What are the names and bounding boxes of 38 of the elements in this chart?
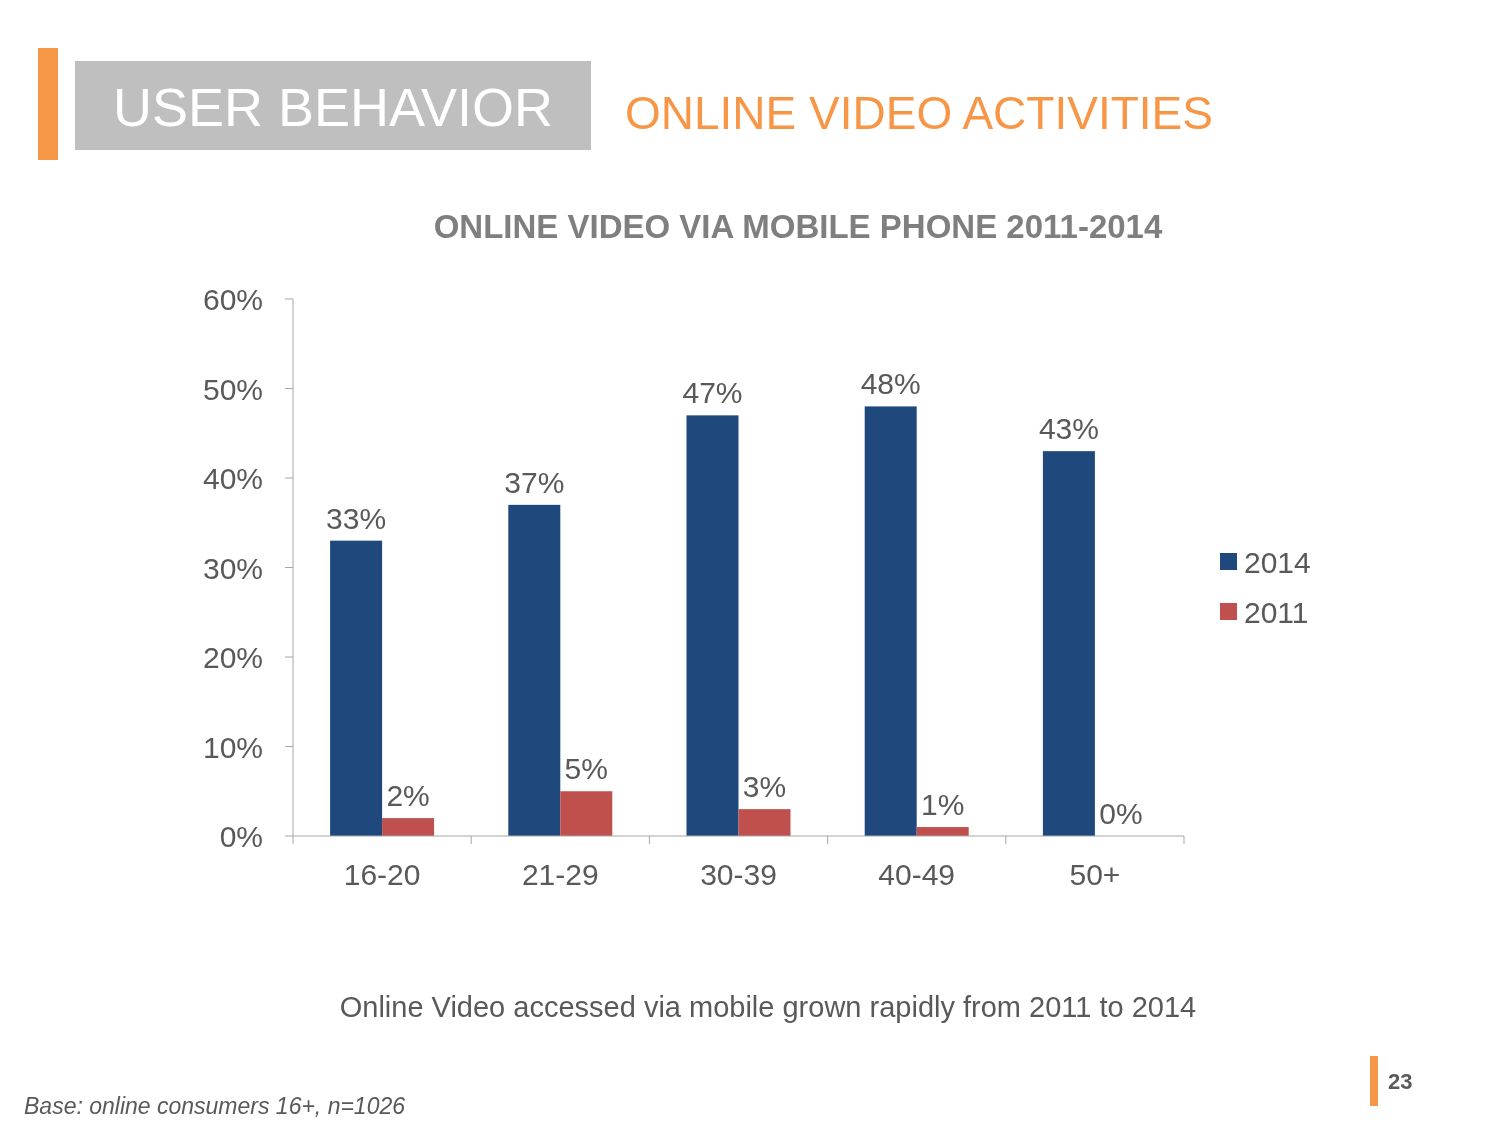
- text: 23: [1388, 1069, 1413, 1094]
- data-label: 43%: [1038, 412, 1099, 446]
- x-tick-label: 16-20: [343, 858, 421, 891]
- text: ONLINE VIDEO ACTIVITIES: [625, 87, 1213, 139]
- text: Base: online consumers 16+, n=1026: [24, 1093, 406, 1119]
- y-tick-label: 60%: [202, 283, 263, 316]
- y-tick-label: 40%: [202, 462, 263, 495]
- legend-label: 2014: [1244, 546, 1311, 579]
- y-tick-label: 30%: [202, 551, 263, 585]
- bar: [1042, 451, 1095, 836]
- legend-label: 2011: [1244, 596, 1309, 629]
- data-label: 47%: [682, 376, 743, 410]
- data-label: 5%: [564, 752, 608, 786]
- y-tick-label: 0%: [219, 820, 263, 853]
- data-label: 1%: [921, 788, 965, 822]
- text: Online Video accessed via mobile grown rapidly from 2011 to 2014: [339, 991, 1197, 1023]
- bar: [686, 415, 739, 836]
- data-label: 3%: [742, 770, 787, 804]
- data-label: 2%: [386, 779, 430, 813]
- bar: [508, 504, 561, 836]
- bar: [864, 406, 917, 836]
- data-label: 0%: [1099, 797, 1143, 830]
- bar: [382, 818, 435, 836]
- chart-title: ONLINE VIDEO VIA MOBILE PHONE 2011-2014: [433, 208, 1163, 245]
- x-tick-label: 40-49: [878, 858, 956, 891]
- y-tick-label: 20%: [202, 641, 263, 674]
- text: USER BEHAVIOR: [112, 77, 554, 137]
- y-tick-label: 10%: [202, 730, 263, 764]
- x-tick-label: 50+: [1069, 858, 1121, 891]
- bar: [738, 809, 791, 836]
- bar: [330, 540, 383, 836]
- data-label: 33%: [326, 501, 387, 535]
- data-label: 48%: [860, 367, 921, 401]
- x-tick-label: 30-39: [700, 858, 777, 891]
- x-tick-label: 21-29: [521, 858, 599, 891]
- y-tick-label: 50%: [202, 372, 263, 406]
- data-label: 37%: [504, 465, 565, 499]
- bar: [560, 791, 613, 836]
